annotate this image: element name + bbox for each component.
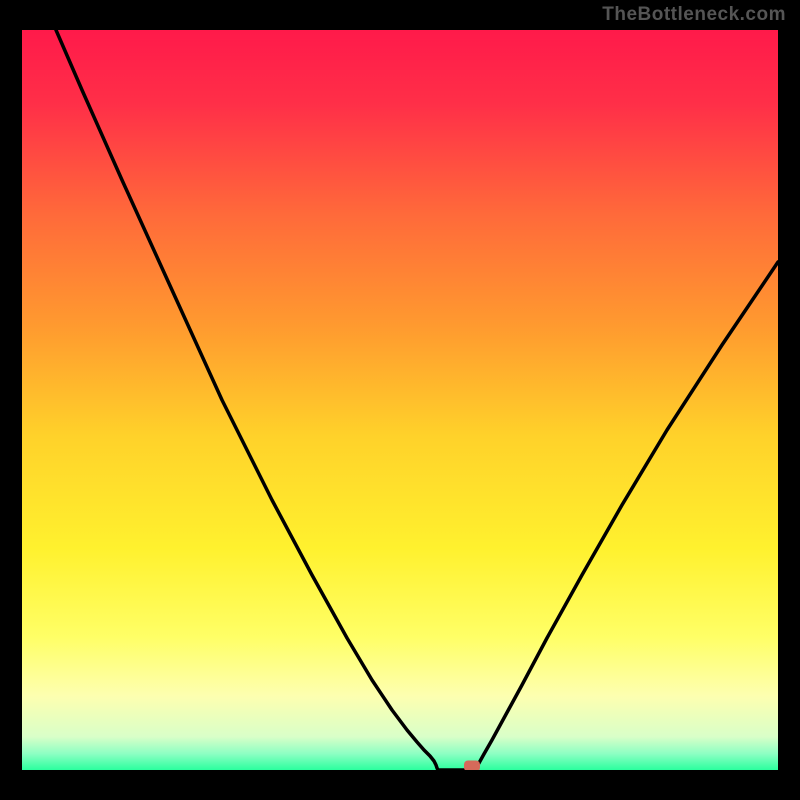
plot-area xyxy=(22,30,778,770)
watermark-text: TheBottleneck.com xyxy=(602,4,786,26)
optimum-marker xyxy=(464,761,480,771)
bottleneck-curve xyxy=(22,30,778,770)
curve-path xyxy=(56,30,778,770)
chart-frame: TheBottleneck.com xyxy=(0,0,800,800)
